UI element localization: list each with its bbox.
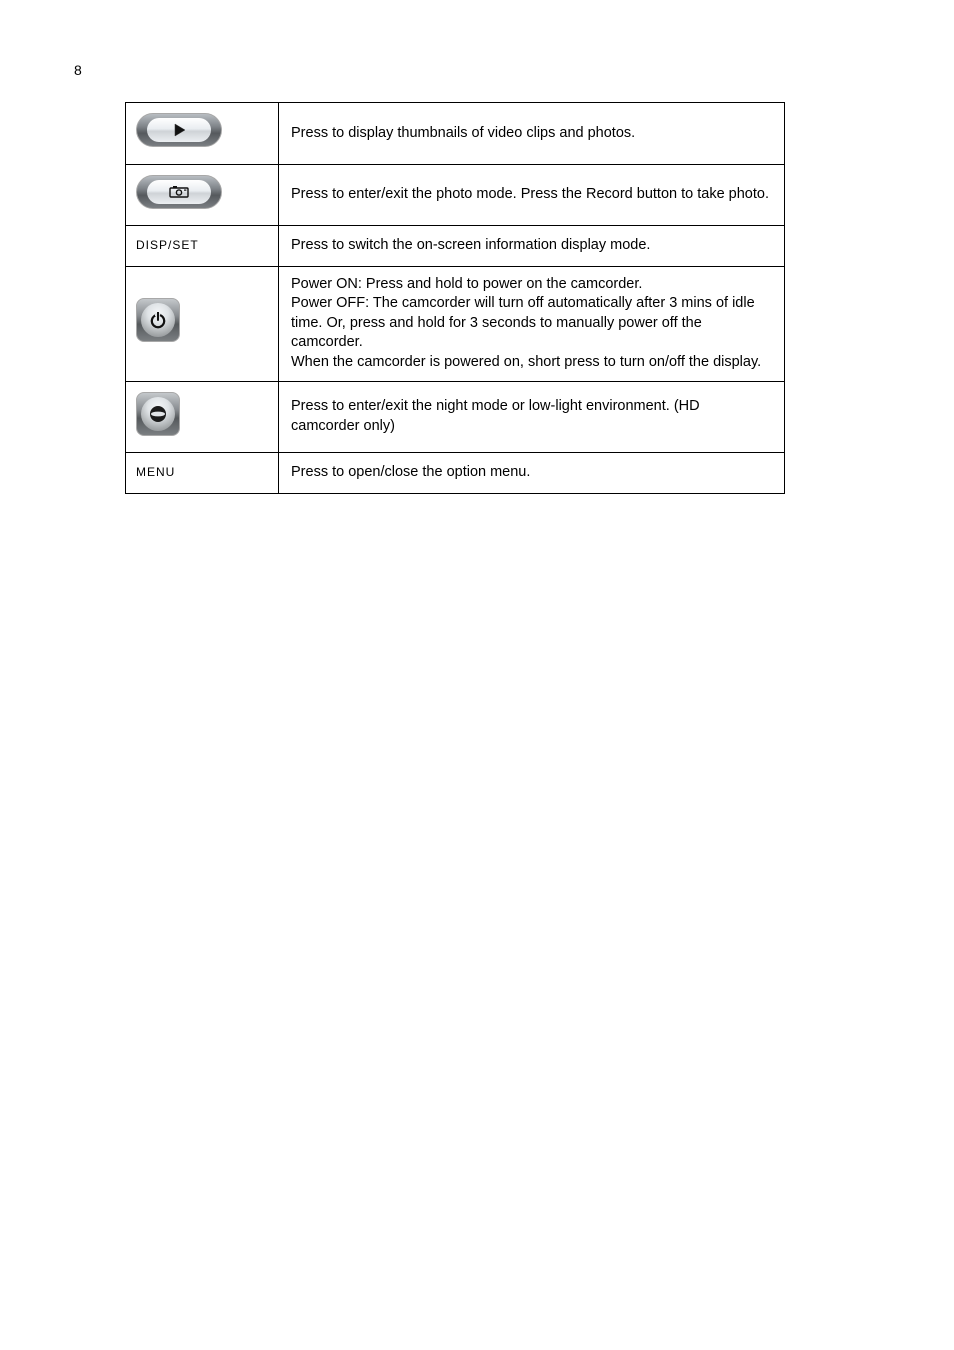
- controls-table: Press to display thumbnails of video cli…: [125, 102, 785, 494]
- desc-cell: Press to display thumbnails of video cli…: [279, 103, 785, 165]
- table-row: Power ON: Press and hold to power on the…: [126, 266, 785, 381]
- disp-set-label: DISP/SET: [136, 237, 199, 253]
- desc-cell: Press to enter/exit the night mode or lo…: [279, 381, 785, 453]
- table-row: DISP/SET Press to switch the on-screen i…: [126, 226, 785, 267]
- icon-cell: [126, 266, 279, 381]
- play-button-icon: [136, 113, 222, 147]
- power-button-icon: [136, 298, 180, 342]
- table-row: MENU Press to open/close the option menu…: [126, 453, 785, 494]
- power-short-press-line: When the camcorder is powered on, short …: [291, 353, 772, 373]
- table-row: Press to enter/exit the photo mode. Pres…: [126, 164, 785, 226]
- page-number: 8: [74, 62, 82, 78]
- desc-cell: Power ON: Press and hold to power on the…: [279, 266, 785, 381]
- night-mode-button-icon: [136, 392, 180, 436]
- table-row: Press to display thumbnails of video cli…: [126, 103, 785, 165]
- camera-button-icon: [136, 175, 222, 209]
- page: 8 Press to display thumbnails of video c…: [0, 0, 954, 1350]
- icon-cell: MENU: [126, 453, 279, 494]
- menu-label: MENU: [136, 464, 175, 480]
- icon-cell: [126, 164, 279, 226]
- icon-cell: [126, 103, 279, 165]
- desc-cell: Press to enter/exit the photo mode. Pres…: [279, 164, 785, 226]
- icon-cell: DISP/SET: [126, 226, 279, 267]
- power-off-line: Power OFF: The camcorder will turn off a…: [291, 294, 772, 353]
- power-on-line: Power ON: Press and hold to power on the…: [291, 275, 772, 295]
- icon-cell: [126, 381, 279, 453]
- desc-cell: Press to open/close the option menu.: [279, 453, 785, 494]
- desc-cell: Press to switch the on-screen informatio…: [279, 226, 785, 267]
- table-row: Press to enter/exit the night mode or lo…: [126, 381, 785, 453]
